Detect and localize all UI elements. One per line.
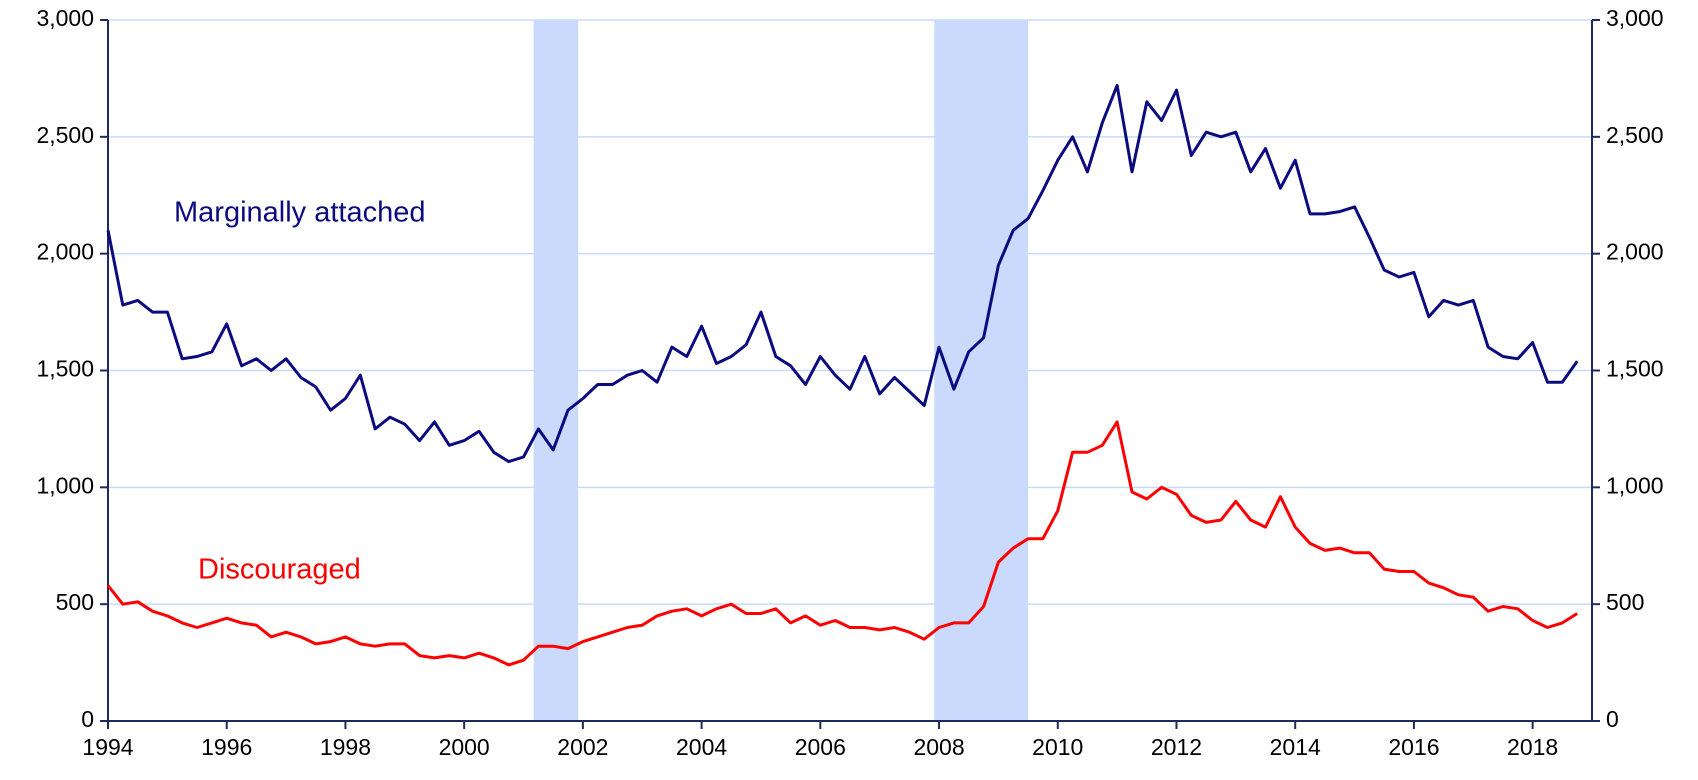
x-tick-label: 1996	[201, 734, 252, 760]
y-tick-label: 3,000	[36, 5, 94, 31]
x-tick-label: 2016	[1388, 734, 1439, 760]
series-annotation: Marginally attached	[174, 197, 425, 229]
x-tick-label: 2014	[1270, 734, 1321, 760]
x-tick-label: 2006	[795, 734, 846, 760]
y-tick-label: 1,500	[36, 356, 94, 382]
y-tick-label: 500	[56, 589, 94, 615]
x-tick-label: 2008	[913, 734, 964, 760]
y2-tick-label: 2,000	[1606, 239, 1664, 265]
x-tick-label: 2004	[676, 734, 727, 760]
x-tick-label: 2018	[1507, 734, 1558, 760]
y2-tick-label: 3,000	[1606, 5, 1664, 31]
x-tick-label: 2012	[1151, 734, 1202, 760]
y2-tick-label: 2,500	[1606, 122, 1664, 148]
x-tick-label: 2010	[1032, 734, 1083, 760]
y-tick-label: 1,000	[36, 472, 94, 498]
y-tick-label: 0	[81, 706, 94, 732]
x-tick-label: 2002	[557, 734, 608, 760]
series-line	[106, 83, 1579, 464]
x-tick-label: 1998	[320, 734, 371, 760]
series-annotation: Discouraged	[198, 554, 361, 586]
y2-tick-label: 500	[1606, 589, 1644, 615]
series-line	[106, 420, 1579, 667]
y2-tick-label: 1,000	[1606, 472, 1664, 498]
y-tick-label: 2,500	[36, 122, 94, 148]
y2-tick-label: 0	[1606, 706, 1619, 732]
y-tick-label: 2,000	[36, 239, 94, 265]
x-tick-label: 2000	[439, 734, 490, 760]
x-tick-label: 1994	[82, 734, 133, 760]
y2-tick-label: 1,500	[1606, 356, 1664, 382]
